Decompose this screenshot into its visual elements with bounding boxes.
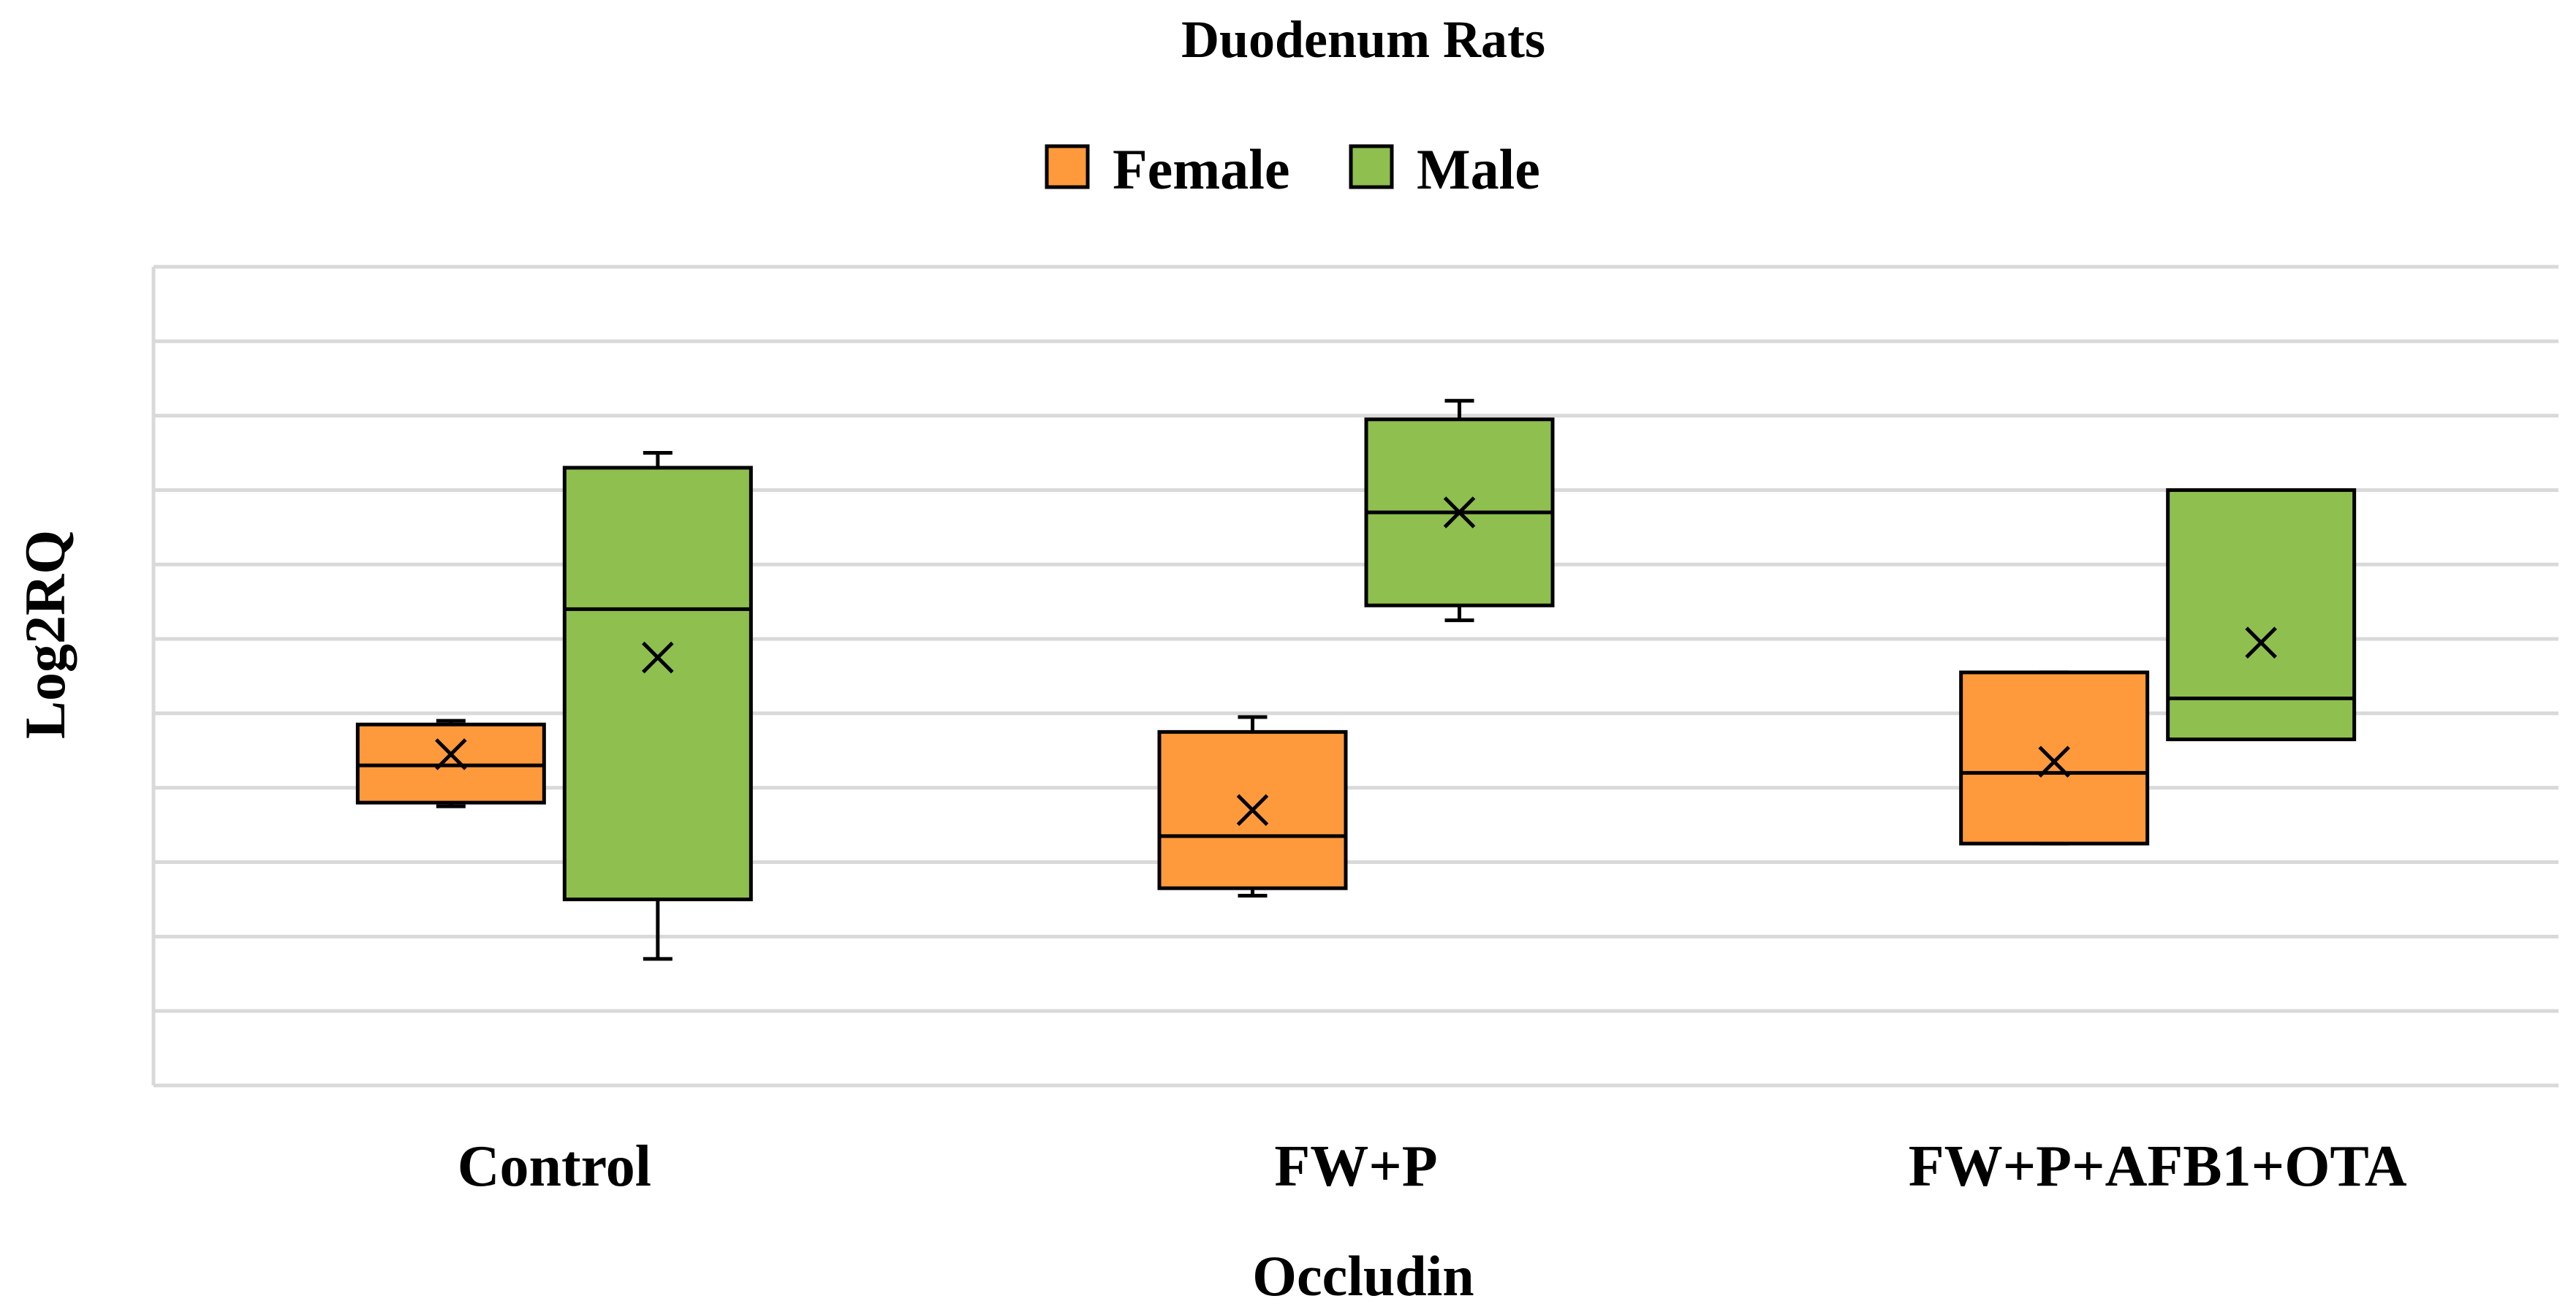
- chart-title: Duodenum Rats: [1181, 10, 1545, 69]
- x-axis-title: Occludin: [1252, 1244, 1474, 1304]
- box-female-2: [1959, 670, 2150, 846]
- mean-marker: [2245, 626, 2277, 659]
- mean-marker: [642, 641, 674, 674]
- gridlines: [154, 265, 2558, 1013]
- legend-label-female: Female: [1113, 137, 1290, 201]
- mean-marker: [435, 738, 467, 770]
- mean-marker: [1443, 496, 1476, 528]
- legend-label-male: Male: [1417, 137, 1540, 201]
- axes: [151, 267, 2558, 1088]
- box-female-0: [355, 719, 546, 808]
- legend-swatch-female: [1045, 144, 1090, 189]
- legend-swatch-male: [1349, 144, 1394, 189]
- boxes: [355, 398, 2357, 961]
- box-iqr: [1959, 670, 2150, 846]
- mean-marker: [1236, 794, 1269, 827]
- box-male-1: [1364, 398, 1555, 623]
- box-iqr: [2166, 488, 2357, 742]
- box-female-1: [1157, 715, 1348, 898]
- category-label: FW+P+AFB1+OTA: [1909, 1134, 2407, 1199]
- box-iqr: [355, 722, 546, 805]
- mean-marker: [2038, 746, 2070, 778]
- category-label: FW+P: [1274, 1134, 1437, 1199]
- box-iqr: [562, 466, 753, 901]
- box-male-2: [2166, 488, 2357, 742]
- box-male-0: [562, 451, 753, 961]
- legend: Female Male: [1045, 137, 1540, 201]
- category-labels: Control FW+P FW+P+AFB1+OTA: [458, 1134, 2407, 1199]
- y-axis-title: Log2RQ: [13, 530, 77, 739]
- category-label: Control: [458, 1134, 651, 1199]
